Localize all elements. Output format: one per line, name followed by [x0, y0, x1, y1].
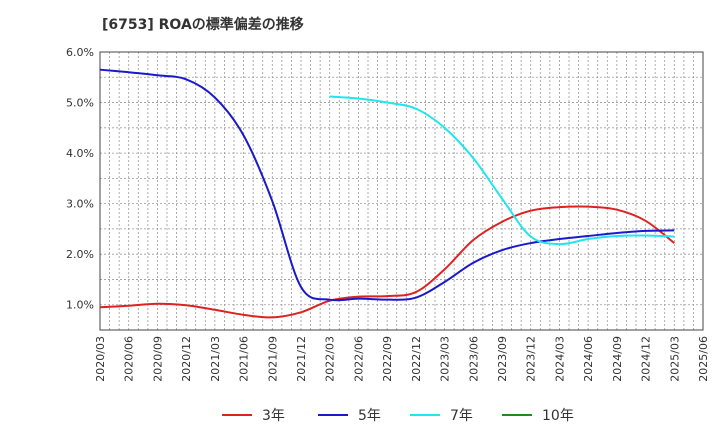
x-tick-label: 2021/09 [266, 336, 279, 382]
y-tick-label: 6.0% [66, 46, 94, 59]
legend-label: 3年 [262, 408, 285, 424]
series-line-2 [99, 68, 675, 302]
x-tick-label: 2025/06 [697, 336, 710, 382]
legend-item: 10年 [502, 402, 574, 428]
x-tick-label: 2022/03 [324, 336, 337, 382]
y-tick-label: 4.0% [66, 147, 94, 160]
chart-legend: 3年 5年 7年 10年 [0, 402, 720, 428]
legend-swatch [222, 414, 252, 416]
legend-item: 3年 [222, 402, 285, 428]
y-tick-label: 3.0% [66, 198, 94, 211]
legend-label: 7年 [450, 408, 473, 424]
legend-swatch [318, 414, 348, 416]
chart-title: [6753] ROAの標準偏差の推移 [102, 17, 304, 33]
y-tick-label: 2.0% [66, 248, 94, 261]
y-tick-label: 5.0% [66, 97, 94, 110]
x-tick-label: 2024/09 [611, 336, 624, 382]
x-tick-label: 2022/09 [381, 336, 394, 382]
x-tick-label: 2023/12 [525, 336, 538, 382]
x-tick-label: 2022/12 [410, 336, 423, 382]
x-tick-label: 2021/03 [209, 336, 222, 382]
legend-swatch [410, 414, 440, 416]
x-tick-label: 2024/06 [582, 336, 595, 382]
x-tick-label: 2025/03 [668, 336, 681, 382]
x-tick-label: 2023/06 [467, 336, 480, 382]
legend-item: 5年 [318, 402, 381, 428]
x-tick-label: 2024/12 [640, 336, 653, 382]
series-line-3 [329, 95, 675, 246]
plot-border [99, 51, 704, 331]
x-tick-label: 2020/06 [123, 336, 136, 382]
x-tick-label: 2020/12 [180, 336, 193, 382]
x-tick-label: 2021/12 [295, 336, 308, 382]
legend-label: 10年 [542, 408, 574, 424]
legend-swatch [502, 414, 532, 416]
plot-area [100, 52, 703, 330]
x-tick-label: 2020/09 [151, 336, 164, 382]
series-line-1 [99, 205, 675, 319]
x-tick-label: 2023/09 [496, 336, 509, 382]
x-tick-label: 2021/06 [238, 336, 251, 382]
x-tick-label: 2022/06 [352, 336, 365, 382]
legend-label: 5年 [358, 408, 381, 424]
y-tick-label: 1.0% [66, 299, 94, 312]
legend-item: 7年 [410, 402, 473, 428]
x-tick-label: 2024/03 [553, 336, 566, 382]
x-tick-label: 2023/03 [439, 336, 452, 382]
line-chart: 1.0% 2.0% 3.0% 4.0% 5.0% 6.0% 2020/03 2020/06 20… [66, 46, 710, 382]
x-tick-label: 2020/03 [94, 336, 107, 382]
